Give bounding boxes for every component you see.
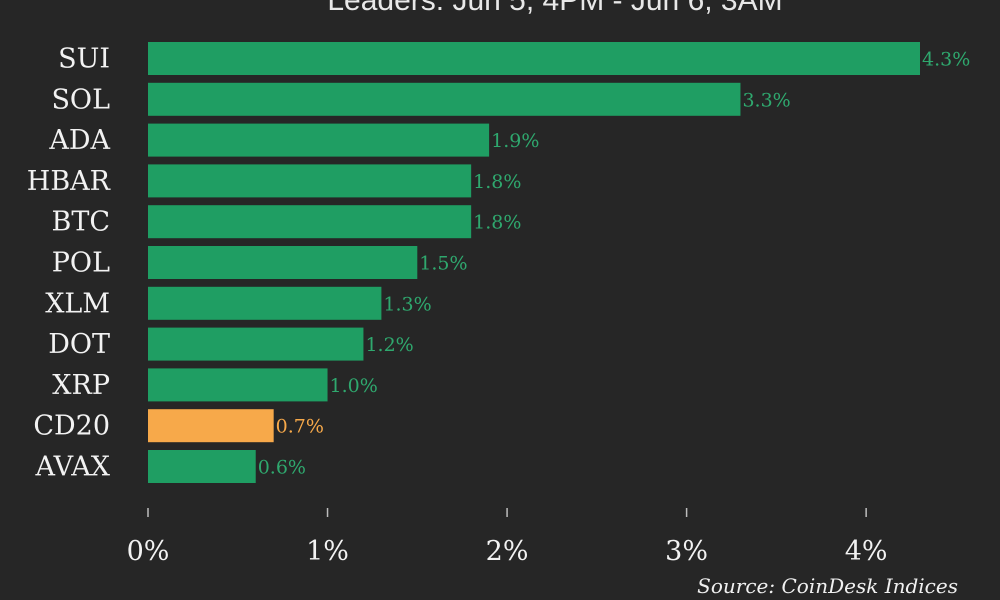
category-label-pol: POL [52, 248, 110, 279]
x-tick-label-0: 0% [127, 536, 170, 567]
value-label-xlm: 1.3% [383, 293, 431, 315]
bar-cd20 [148, 409, 274, 443]
value-label-btc: 1.8% [473, 212, 521, 234]
value-label-sui: 4.3% [922, 49, 970, 71]
value-label-dot: 1.2% [365, 334, 413, 356]
value-label-pol: 1.5% [419, 253, 467, 275]
value-label-xrp: 1.0% [330, 375, 378, 397]
x-tick-label-4: 4% [845, 536, 888, 567]
bar-hbar [148, 164, 472, 198]
category-label-dot: DOT [48, 329, 110, 360]
category-label-xlm: XLM [45, 288, 110, 319]
category-label-sui: SUI [58, 44, 110, 75]
bar-dot [148, 327, 364, 361]
category-label-sol: SOL [51, 84, 110, 115]
value-label-ada: 1.9% [491, 130, 539, 152]
category-label-avax: AVAX [34, 452, 110, 483]
bar-sui [148, 42, 920, 75]
x-tick-label-1: 1% [306, 536, 349, 567]
source-note: Source: CoinDesk Indices [697, 574, 958, 598]
bar-btc [148, 205, 472, 239]
x-axis: 0% 1% 2% 3% 4% [127, 508, 888, 567]
bars-group: SUI 4.3% SOL 3.3% ADA 1.9% HBAR 1.8% BTC 1.8% POL 1… [27, 42, 970, 483]
bar-xrp [148, 368, 328, 402]
category-label-xrp: XRP [52, 370, 110, 401]
bar-xlm [148, 286, 382, 320]
value-label-sol: 3.3% [742, 89, 790, 111]
x-tick-label-3: 3% [665, 536, 708, 567]
category-label-hbar: HBAR [27, 166, 111, 197]
bar-avax [148, 450, 256, 483]
bar-ada [148, 123, 490, 157]
chart-title: Leaders: Jun 5, 4PM - Jun 6, 3AM [327, 0, 782, 17]
value-label-avax: 0.6% [258, 457, 306, 479]
bar-pol [148, 246, 418, 279]
value-label-cd20: 0.7% [276, 416, 324, 438]
value-label-hbar: 1.8% [473, 171, 521, 193]
bar-sol [148, 82, 741, 116]
x-tick-label-2: 2% [486, 536, 529, 567]
category-label-ada: ADA [48, 125, 110, 156]
category-label-btc: BTC [51, 207, 110, 238]
category-label-cd20: CD20 [33, 411, 110, 442]
